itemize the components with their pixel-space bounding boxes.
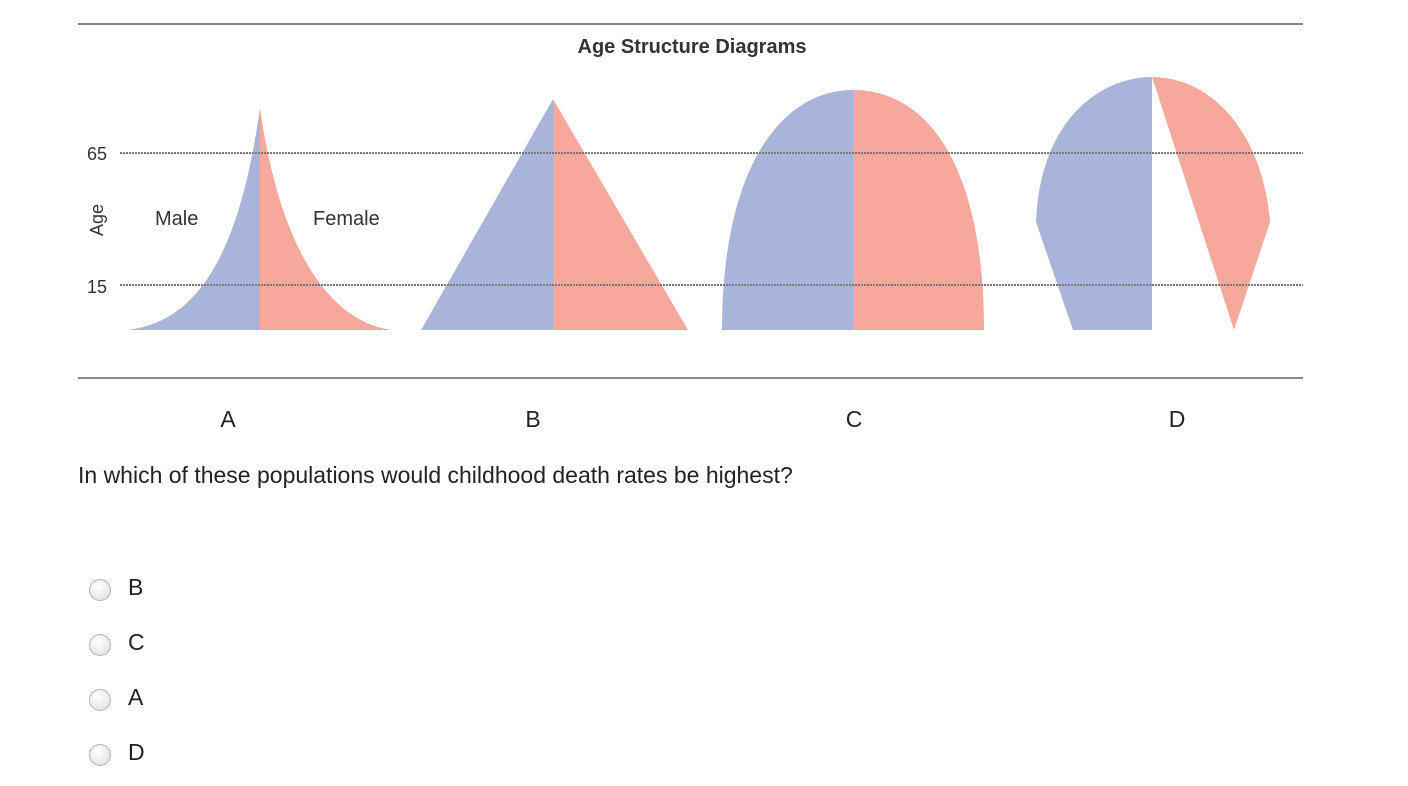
- radio-button[interactable]: [89, 688, 111, 711]
- radio-button[interactable]: [89, 743, 111, 766]
- pyramid-a: [127, 108, 392, 330]
- pyramid-b-female: [553, 99, 688, 330]
- tick-65: 65: [87, 144, 107, 164]
- diagram-label-c: C: [845, 406, 863, 432]
- question-text: In which of these populations would chil…: [78, 462, 793, 488]
- pyramid-c: [722, 90, 984, 330]
- option-label: A: [128, 684, 144, 710]
- label-female: Female: [313, 208, 380, 230]
- pyramid-b-male: [421, 99, 553, 330]
- pyramid-d-female: [1152, 77, 1270, 330]
- radio-button[interactable]: [89, 633, 111, 656]
- option-a[interactable]: A: [89, 670, 145, 725]
- age-structure-figure: Age Structure Diagrams 65 15 Age Male Fe…: [78, 23, 1303, 379]
- diagram-label-d: D: [1168, 406, 1186, 432]
- figure-title: Age Structure Diagrams: [578, 36, 807, 58]
- pyramid-a-male: [127, 108, 260, 330]
- pyramid-d-male: [1036, 77, 1152, 330]
- radio-button[interactable]: [89, 578, 111, 601]
- option-label: D: [128, 739, 145, 765]
- tick-15: 15: [87, 277, 107, 297]
- pyramid-c-male: [722, 90, 853, 330]
- option-c[interactable]: C: [89, 615, 145, 670]
- option-label: B: [128, 574, 144, 600]
- pyramid-d: [1036, 77, 1270, 330]
- diagram-label-b: B: [525, 406, 541, 432]
- pyramid-c-female: [853, 90, 984, 330]
- option-d[interactable]: D: [89, 725, 145, 780]
- diagram-label-a: A: [220, 406, 236, 432]
- option-label: C: [128, 629, 145, 655]
- axis-label-age: Age: [87, 204, 107, 236]
- pyramid-a-female: [260, 108, 392, 330]
- label-male: Male: [155, 208, 198, 230]
- answer-options: B C A D: [89, 560, 145, 780]
- option-b[interactable]: B: [89, 560, 145, 615]
- pyramid-b: [421, 99, 688, 330]
